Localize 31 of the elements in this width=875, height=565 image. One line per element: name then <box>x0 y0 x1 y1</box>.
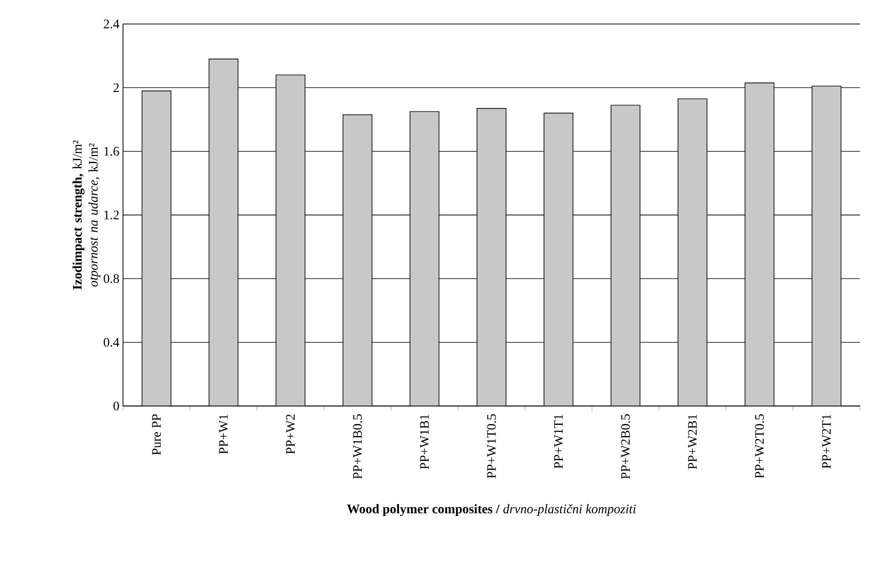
y-tick-label: 1.2 <box>104 210 119 220</box>
bar <box>208 58 238 406</box>
bar <box>142 90 172 406</box>
x-tick-label: PP+W2T1 <box>822 414 831 468</box>
y-tick-label: 2.4 <box>104 20 120 28</box>
x-tick-label: PP+W1 <box>219 414 228 454</box>
bar <box>812 86 842 406</box>
bar <box>544 112 574 406</box>
y-tick-label: 0 <box>113 402 119 410</box>
x-tick-label: PP+W2 <box>286 414 295 454</box>
x-tick-label: PP+W2B1 <box>688 414 697 470</box>
y-tick-label: 2 <box>114 83 119 92</box>
bar <box>744 82 774 406</box>
x-tick-label: PP+W1B1 <box>420 414 429 470</box>
bar <box>476 108 506 406</box>
x-tick-label: PP+W1B0.5 <box>353 414 362 479</box>
x-tick-label: PP+W1T0.5 <box>487 414 496 478</box>
bar <box>410 111 440 406</box>
y-axis-title: Izodimpact strength, kJ/m² otpornost na udarce, kJ/m² <box>72 140 100 290</box>
bar <box>342 114 372 406</box>
y-tick-label: 1.6 <box>104 146 120 156</box>
y-tick-label: 0.4 <box>104 338 120 347</box>
x-tick-label: Pure PP <box>152 414 161 455</box>
bar <box>610 104 640 406</box>
x-axis-title: Wood polymer composites / drvno-plastični kompoziti <box>347 504 636 516</box>
bar <box>276 74 306 406</box>
bar <box>678 98 708 406</box>
y-tick-label: 0.8 <box>104 274 119 284</box>
x-tick-label: PP+W1T1 <box>554 414 563 468</box>
x-tick-label: PP+W2T0.5 <box>755 414 764 478</box>
x-tick-label: PP+W2B0.5 <box>621 414 630 479</box>
